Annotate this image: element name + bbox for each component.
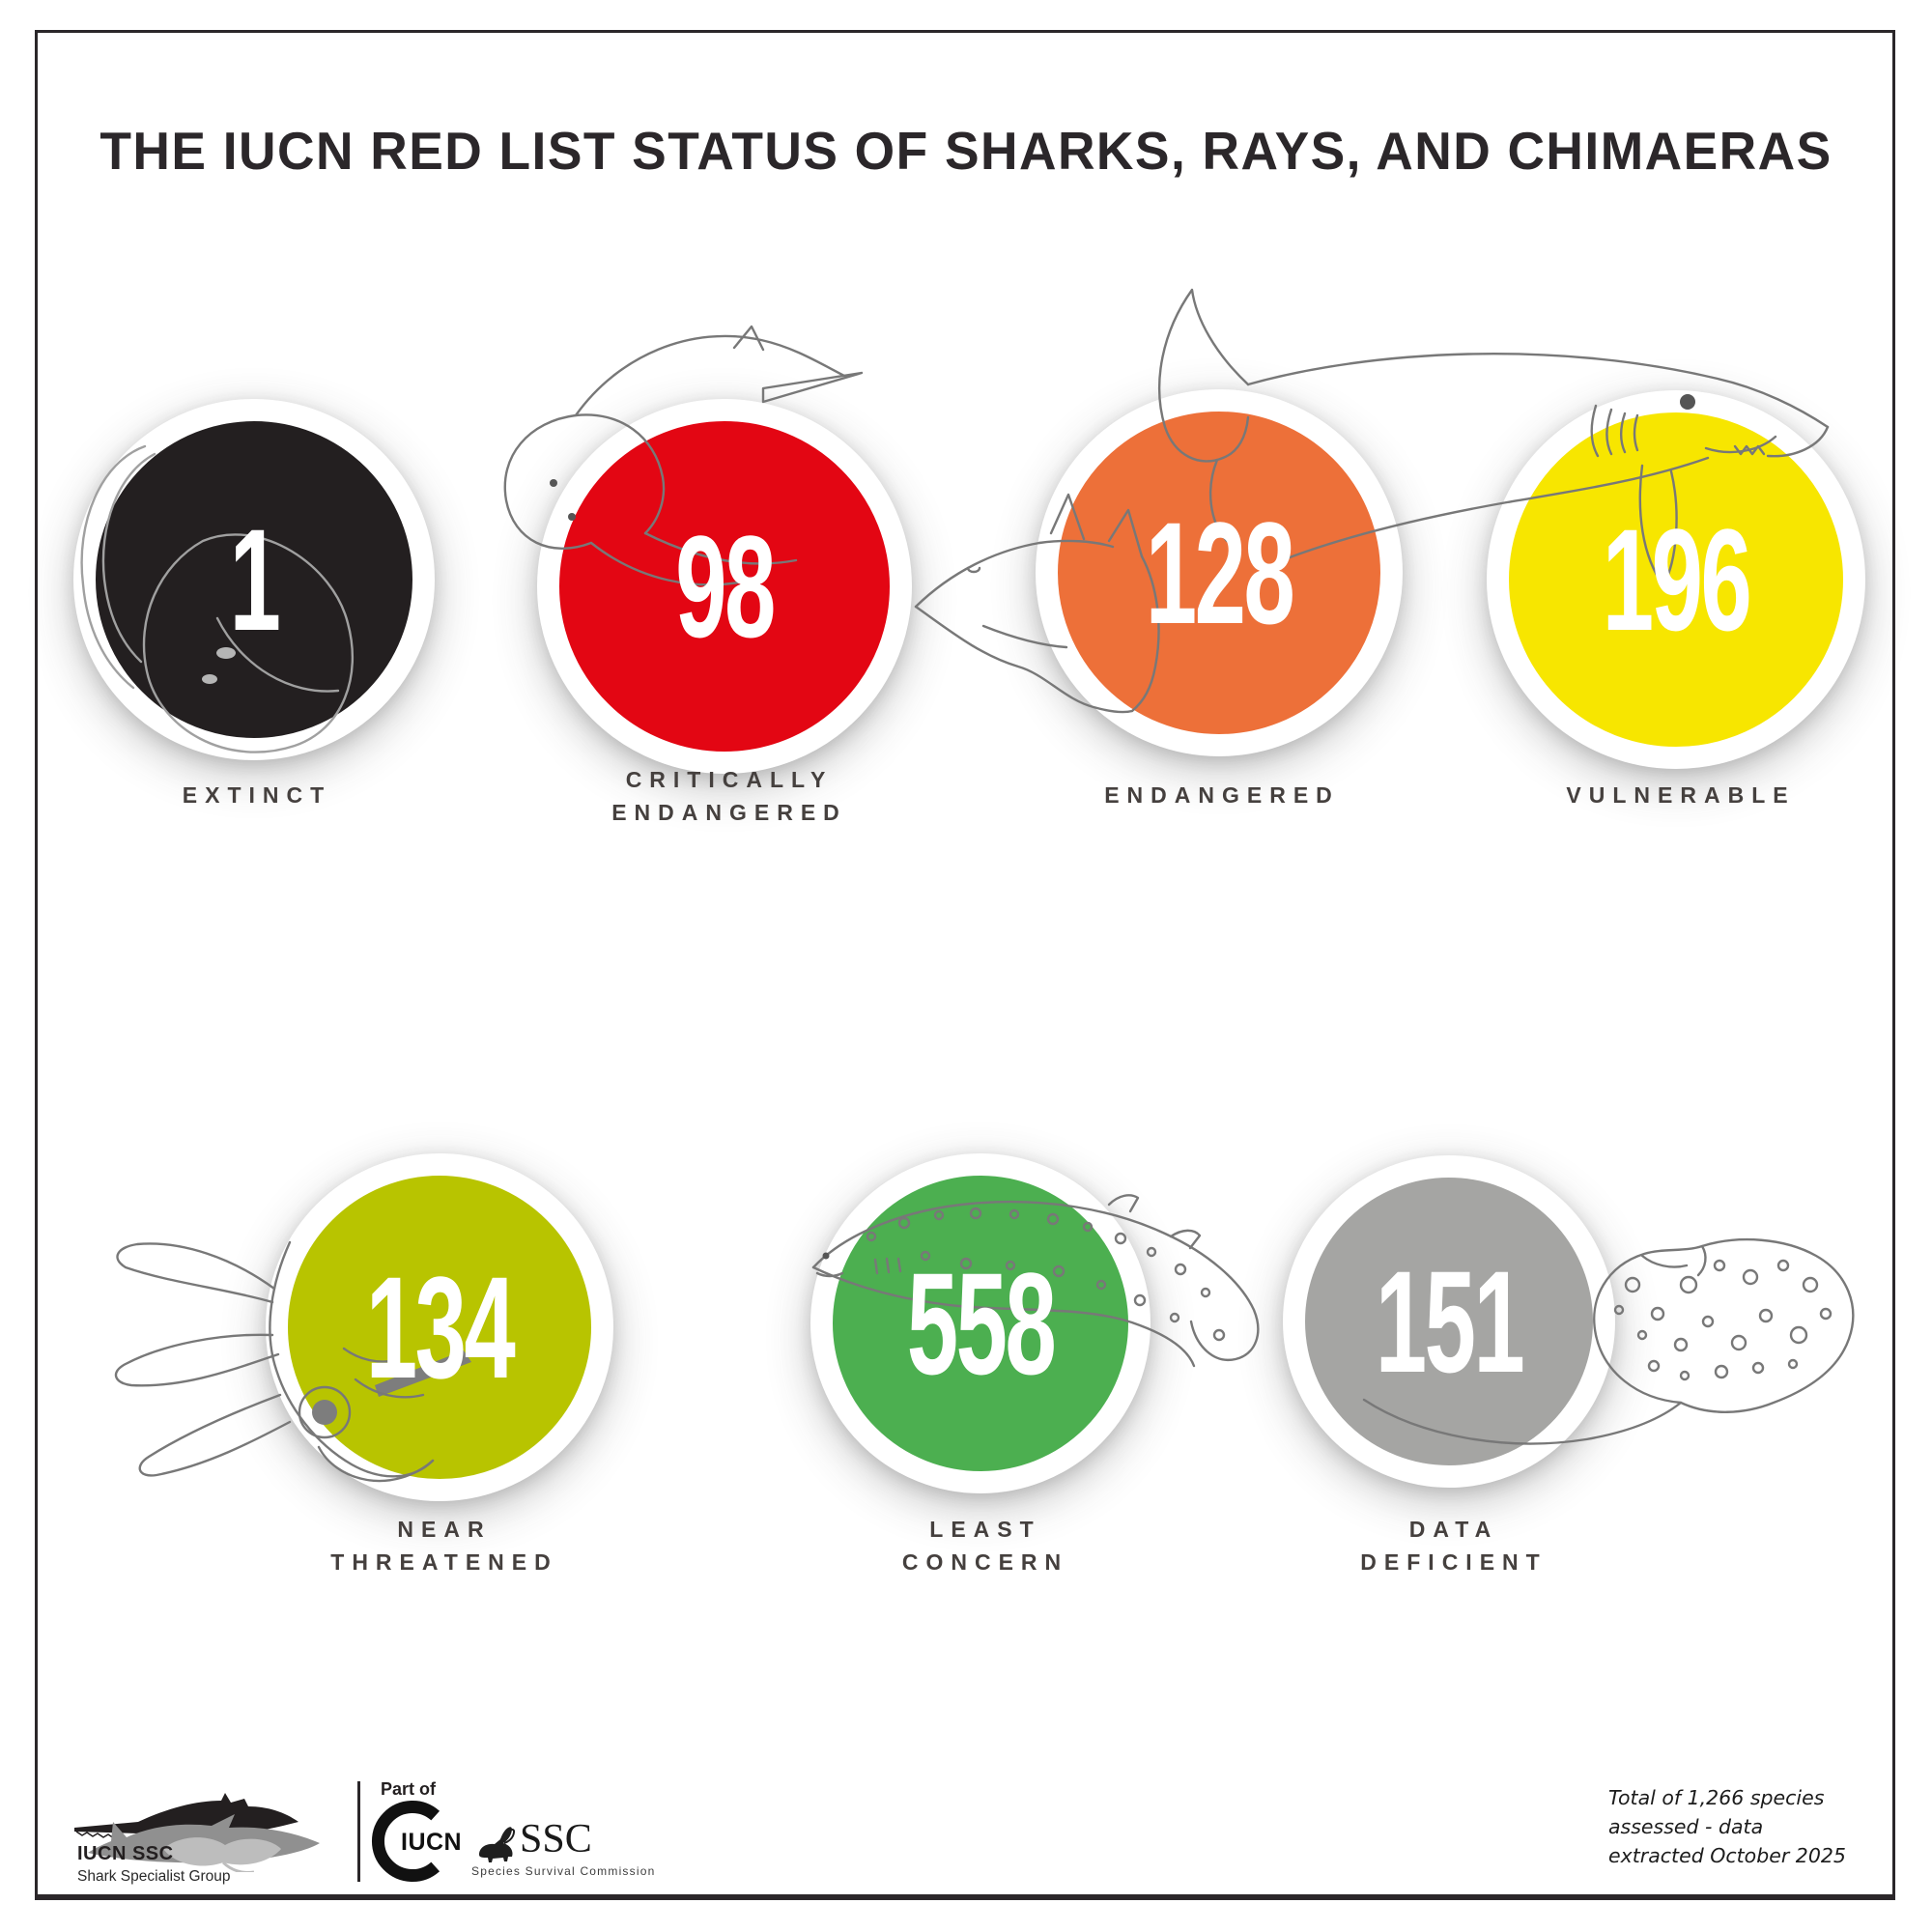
spotted-skate-illustration bbox=[1362, 1237, 1855, 1445]
total-species-note: Total of 1,266 species assessed - data e… bbox=[1608, 1786, 1846, 1867]
page-border-frame bbox=[35, 30, 1895, 1900]
status-badge-near-threatened: 134 bbox=[266, 1153, 613, 1501]
ssc-goat-icon bbox=[479, 1827, 516, 1862]
iucn-logo-text: IUCN bbox=[401, 1829, 463, 1856]
chimaera-illustration bbox=[114, 1240, 471, 1483]
status-label-critically-endangered: CRITICALLY ENDANGERED bbox=[611, 767, 847, 825]
status-count-data-deficient: 151 bbox=[1375, 1239, 1525, 1403]
catshark-illustration bbox=[811, 1194, 1260, 1368]
status-label-endangered: ENDANGERED bbox=[1104, 782, 1340, 808]
sawfish-illustration bbox=[503, 325, 864, 586]
status-count-critically-endangered: 98 bbox=[675, 504, 776, 668]
ssc-logo-subtitle: Species Survival Commission bbox=[471, 1864, 656, 1878]
part-of-label: Part of bbox=[381, 1779, 437, 1799]
page-title: THE IUCN RED LIST STATUS OF SHARKS, RAYS… bbox=[99, 121, 1833, 181]
iucn-logo-icon bbox=[372, 1801, 440, 1882]
mako-shark-illustration bbox=[1158, 288, 1830, 587]
status-label-near-threatened: NEAR THREATENED bbox=[330, 1517, 558, 1575]
status-label-least-concern: LEAST CONCERN bbox=[901, 1517, 1069, 1575]
ssg-logo-title: IUCN SSC bbox=[77, 1843, 174, 1864]
ssg-logo-subtitle: Shark Specialist Group bbox=[77, 1868, 231, 1885]
status-badge-endangered: 128 bbox=[1036, 389, 1403, 756]
ssc-logo-text: SSC bbox=[520, 1817, 592, 1861]
footer-divider bbox=[357, 1781, 360, 1882]
status-label-extinct: EXTINCT bbox=[182, 782, 332, 808]
status-count-extinct: 1 bbox=[229, 497, 281, 661]
round-ray-illustration bbox=[80, 444, 355, 753]
status-count-endangered: 128 bbox=[1145, 491, 1295, 654]
status-label-data-deficient: DATA DEFICIENT bbox=[1360, 1517, 1548, 1575]
status-count-near-threatened: 134 bbox=[365, 1245, 516, 1408]
wedgefish-illustration bbox=[914, 493, 1160, 714]
shark-specialist-group-logo bbox=[74, 1793, 320, 1872]
status-count-vulnerable: 196 bbox=[1602, 497, 1752, 661]
status-count-least-concern: 558 bbox=[906, 1241, 1057, 1405]
status-label-vulnerable: VULNERABLE bbox=[1566, 782, 1796, 808]
